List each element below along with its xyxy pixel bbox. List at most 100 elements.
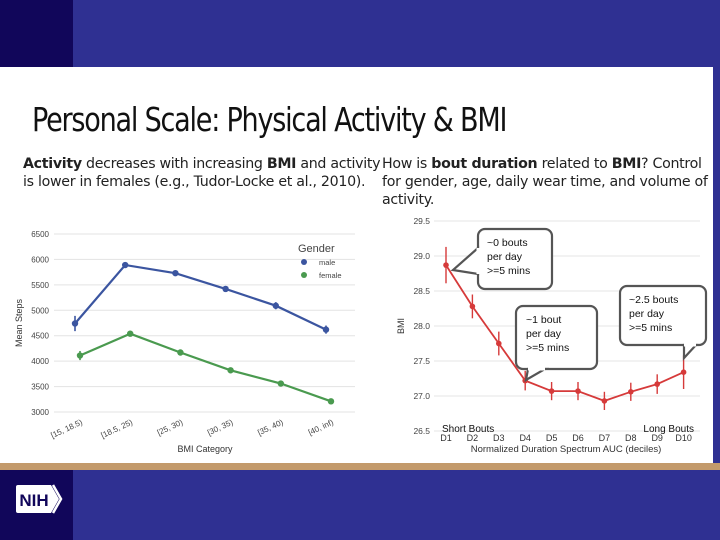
nih-logo-icon: NIH <box>16 484 63 514</box>
x-tick-label: D2 <box>467 433 479 443</box>
right-text-mid: related to <box>537 156 612 172</box>
bmi-by-bout-duration-chart: 26.5 27.0 27.5 28.0 28.5 29.0 29.5 D1 D2 D3 D4 D5 D6… <box>396 216 708 455</box>
left-bold-activity: Activity <box>23 156 82 172</box>
right-description: How is bout duration related to BMI? Con… <box>382 155 717 209</box>
x-tick-label: D10 <box>675 433 692 443</box>
x-tick-label: D3 <box>493 433 505 443</box>
callout-pointer <box>450 245 480 276</box>
data-point-bmi <box>496 340 502 347</box>
data-point-male <box>272 302 279 309</box>
x-tick-label: [40, inf) <box>307 418 335 438</box>
short-bouts-label: Short Bouts <box>442 424 494 435</box>
data-point-bmi <box>680 369 687 376</box>
x-tick-label: D6 <box>572 433 584 443</box>
series-line-male <box>74 263 327 331</box>
y-tick-label: 4000 <box>31 357 49 366</box>
y-tick-label: 28.5 <box>413 286 430 296</box>
right-bold-bmi: BMI <box>611 156 642 172</box>
x-axis-label: BMI Category <box>177 444 233 454</box>
legend-marker-female <box>301 272 307 278</box>
legend-marker-male <box>301 259 307 265</box>
left-bold-bmi: BMI <box>266 156 297 172</box>
callout-text: ~1 bout <box>526 314 561 326</box>
y-tick-label: 5500 <box>31 281 49 290</box>
data-point-female <box>277 380 284 387</box>
y-tick-label: 4500 <box>31 332 49 341</box>
callout-text: ~0 bouts <box>487 237 528 249</box>
callout-text: per day <box>526 328 562 340</box>
callout-bubble: ~0 bouts per day >=5 mins <box>450 227 554 291</box>
legend-title: Gender <box>298 243 335 255</box>
data-point-female <box>177 349 184 356</box>
legend-label-male: male <box>319 258 335 267</box>
left-description: Activity decreases with increasing BMI a… <box>23 155 383 191</box>
header-blue-band <box>73 0 720 67</box>
data-point-bmi <box>469 303 476 310</box>
callout-box <box>618 284 708 347</box>
data-point-bmi <box>548 388 555 394</box>
steps-by-bmi-chart: 3000 3500 4000 4500 5000 5500 6000 6500 [15, 18.… <box>14 230 355 454</box>
data-point-female <box>76 352 84 359</box>
callout-pointer <box>524 367 550 383</box>
series-line-female <box>79 332 332 403</box>
callout-bubble: ~2.5 bouts per day >=5 mins <box>618 284 708 361</box>
x-tick-label: D9 <box>651 433 663 443</box>
x-axis-label: Normalized Duration Spectrum AUC (decile… <box>471 444 662 455</box>
callout-bubble: ~1 bout per day >=5 mins <box>514 304 599 383</box>
callout-text: ~2.5 bouts <box>629 294 678 306</box>
right-text-rest: ? Control for gender, age, daily wear ti… <box>382 156 708 208</box>
y-tick-label: 27.5 <box>413 356 430 366</box>
y-axis-label: BMI <box>396 318 406 334</box>
data-point-male <box>71 320 79 327</box>
data-point-female <box>327 398 335 405</box>
x-tick-label: D8 <box>625 433 637 443</box>
right-edge-band <box>713 67 720 463</box>
y-tick-label: 28.0 <box>413 321 430 331</box>
data-point-female <box>127 330 134 337</box>
y-tick-label: 29.5 <box>413 216 430 226</box>
footer-blue-band <box>73 470 720 540</box>
y-tick-label: 26.5 <box>413 426 430 436</box>
x-tick-label: [30, 35) <box>206 418 235 438</box>
header-dark-block <box>0 0 73 67</box>
callout-pointer <box>682 343 699 361</box>
data-point-bmi <box>443 262 449 268</box>
series-line-bmi <box>445 264 684 402</box>
callout-text: per day <box>629 308 665 320</box>
x-tick-label: [18.5, 25) <box>100 418 135 441</box>
callout-text: >=5 mins <box>487 265 530 277</box>
nih-logo-text: NIH <box>19 491 48 510</box>
callout-box <box>514 304 599 371</box>
left-text-rest: and activity is lower in females (e.g., … <box>23 156 381 190</box>
data-point-bmi <box>575 388 581 394</box>
x-tick-label: [25, 30) <box>156 418 185 438</box>
y-tick-label: 27.0 <box>413 391 430 401</box>
y-axis-label: Mean Steps <box>14 298 24 347</box>
data-point-bmi <box>628 389 634 395</box>
data-point-bmi <box>654 381 660 387</box>
right-text-pre: How is <box>382 156 432 172</box>
callout-text: per day <box>487 251 523 263</box>
x-tick-label: D1 <box>440 433 452 443</box>
y-tick-label: 3500 <box>31 383 49 392</box>
long-bouts-label: Long Bouts <box>643 424 694 435</box>
data-point-male <box>122 261 129 269</box>
data-point-female <box>227 367 234 374</box>
right-bold-bout-duration: bout duration <box>431 156 538 172</box>
left-text-part: decreases with increasing <box>81 156 267 172</box>
footer-tan-divider <box>0 463 720 470</box>
callout-text: >=5 mins <box>629 322 672 334</box>
legend-label-female: female <box>319 271 342 280</box>
y-tick-label: 6000 <box>31 255 49 264</box>
x-tick-label: D7 <box>599 433 611 443</box>
data-point-male <box>322 326 330 333</box>
x-tick-label: D4 <box>519 433 531 443</box>
x-tick-label: D5 <box>546 433 558 443</box>
data-point-bmi <box>601 398 608 404</box>
data-point-male <box>172 269 179 277</box>
x-tick-label: [35, 40) <box>256 418 285 438</box>
slide-title: Personal Scale: Physical Activity & BMI <box>32 100 507 139</box>
callout-text: >=5 mins <box>526 342 569 354</box>
y-tick-label: 5000 <box>31 306 49 315</box>
